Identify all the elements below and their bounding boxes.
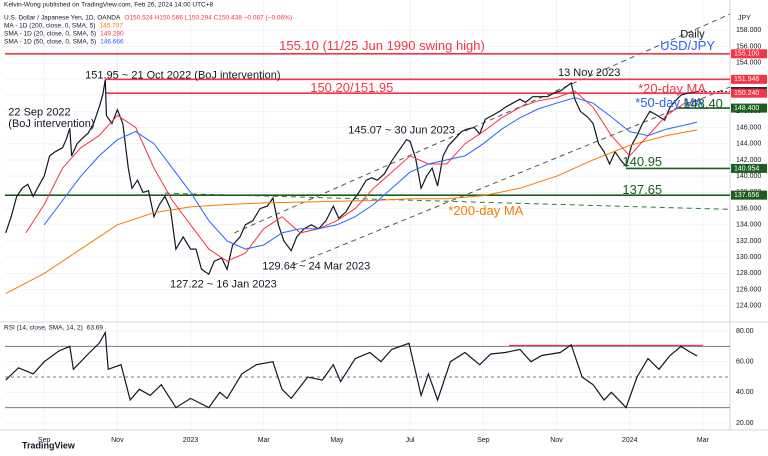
series-line	[5, 330, 698, 409]
y-tick-label: 136.000	[736, 205, 761, 212]
price-tag	[731, 74, 767, 84]
series-line	[5, 79, 698, 276]
price-tag	[731, 163, 767, 173]
y-tick-label: 130.000	[736, 254, 761, 261]
y-tick-label: 154.000	[736, 60, 761, 67]
legend-name: SMA - 1D (20, close, 0, SMA, 5)	[4, 31, 96, 38]
price-tag	[731, 103, 767, 113]
annotation: 145.07 ~ 30 Jun 2023	[348, 124, 455, 136]
annotation: 127.22 ~ 16 Jan 2023	[170, 279, 277, 291]
x-tick-label: Jul	[406, 437, 415, 444]
series-line	[5, 129, 698, 295]
price-tag	[731, 190, 767, 200]
y-tick-label: 144.000	[736, 141, 761, 148]
annotation: *20-day MA	[638, 81, 706, 96]
annotation: 13 Nov 2023	[558, 67, 620, 79]
y-tick-label: 146.000	[736, 124, 761, 131]
trendline	[234, 13, 731, 234]
price-tag-label: 151.946	[734, 76, 759, 83]
y-tick-label: 156.000	[736, 43, 761, 50]
legend-value: 149.280	[100, 31, 124, 38]
price-tag-label: 148.400	[734, 105, 759, 112]
legend-name: U.S. Dollar / Japanese Yen, 1D, OANDA	[4, 15, 121, 22]
annotation: (BoJ intervention)	[8, 118, 94, 130]
y-tick-label: 134.000	[736, 222, 761, 229]
annotation: 151.95 ~ 21 Oct 2022 (BoJ intervention)	[85, 70, 280, 82]
legend-value: 145.707	[99, 23, 123, 30]
price-tag	[731, 49, 767, 59]
annotation: *50-day MA	[635, 95, 703, 110]
price-tag-label: 150.240	[734, 90, 759, 97]
price-tag-label: 140.954	[734, 165, 759, 172]
legend-value: 63.69	[87, 325, 104, 332]
x-tick-label: Mar	[258, 437, 271, 444]
x-tick-label: Sep	[477, 437, 490, 444]
price-tag-label: 137.656	[734, 192, 759, 199]
y-tick-label: 132.000	[736, 238, 761, 245]
y-tick-label: 20.00	[736, 420, 754, 427]
x-tick-label: Nov	[550, 437, 563, 444]
y-tick-label: 80.00	[736, 328, 754, 335]
legend-name: RSI (14, close, SMA, 14, 2)	[4, 325, 83, 332]
series-line	[43, 97, 698, 250]
annotation: 137.65	[622, 182, 662, 197]
annotation: 148.40	[683, 96, 723, 111]
y-tick-label: 126.000	[736, 286, 761, 293]
legend-quote: O150.524 H150.566 L150.294 C150.438 −0.0…	[124, 15, 292, 22]
annotation: *200-day MA	[448, 203, 523, 218]
y-tick-label: 128.000	[736, 270, 761, 277]
annotation: Daily	[680, 28, 705, 40]
price-tag	[731, 88, 767, 98]
trendline	[292, 86, 731, 266]
legend-name: SMA - 1D (50, close, 0, SMA, 5)	[4, 39, 96, 46]
y-tick-label: 60.00	[736, 359, 754, 366]
legend-name: MA - 1D (200, close, 0, SMA, 5)	[4, 23, 95, 30]
annotation: 129.64 ~ 24 Mar 2023	[262, 260, 370, 272]
annotation: 150.20/151.95	[310, 80, 393, 95]
x-tick-label: Sep	[38, 437, 51, 444]
axis-unit: JPY	[738, 15, 751, 22]
y-tick-label: 140.000	[736, 173, 761, 180]
annotation: 22 Sep 2022	[8, 106, 70, 118]
x-tick-label: Mar	[697, 437, 710, 444]
y-tick-label: 142.000	[736, 157, 761, 164]
series-line	[25, 90, 698, 262]
x-tick-label: May	[330, 437, 344, 444]
price-tag-label: 155.100	[734, 51, 759, 58]
x-tick-label: 2023	[183, 437, 199, 444]
annotation: USD/JPY	[660, 38, 715, 53]
y-tick-label: 124.000	[736, 303, 761, 310]
annotation: 140.95	[622, 154, 662, 169]
y-tick-label: 158.000	[736, 27, 761, 34]
footer: TradingView	[22, 440, 76, 450]
x-tick-label: 2024	[622, 437, 638, 444]
y-tick-label: 40.00	[736, 389, 754, 396]
x-tick-label: Nov	[111, 437, 124, 444]
legend-value: 146.666	[100, 39, 124, 46]
annotation: 155.10 (11/25 Jun 1990 swing high)	[279, 38, 485, 53]
source: Kelvin-Wong published on TradingView.com…	[4, 2, 214, 9]
